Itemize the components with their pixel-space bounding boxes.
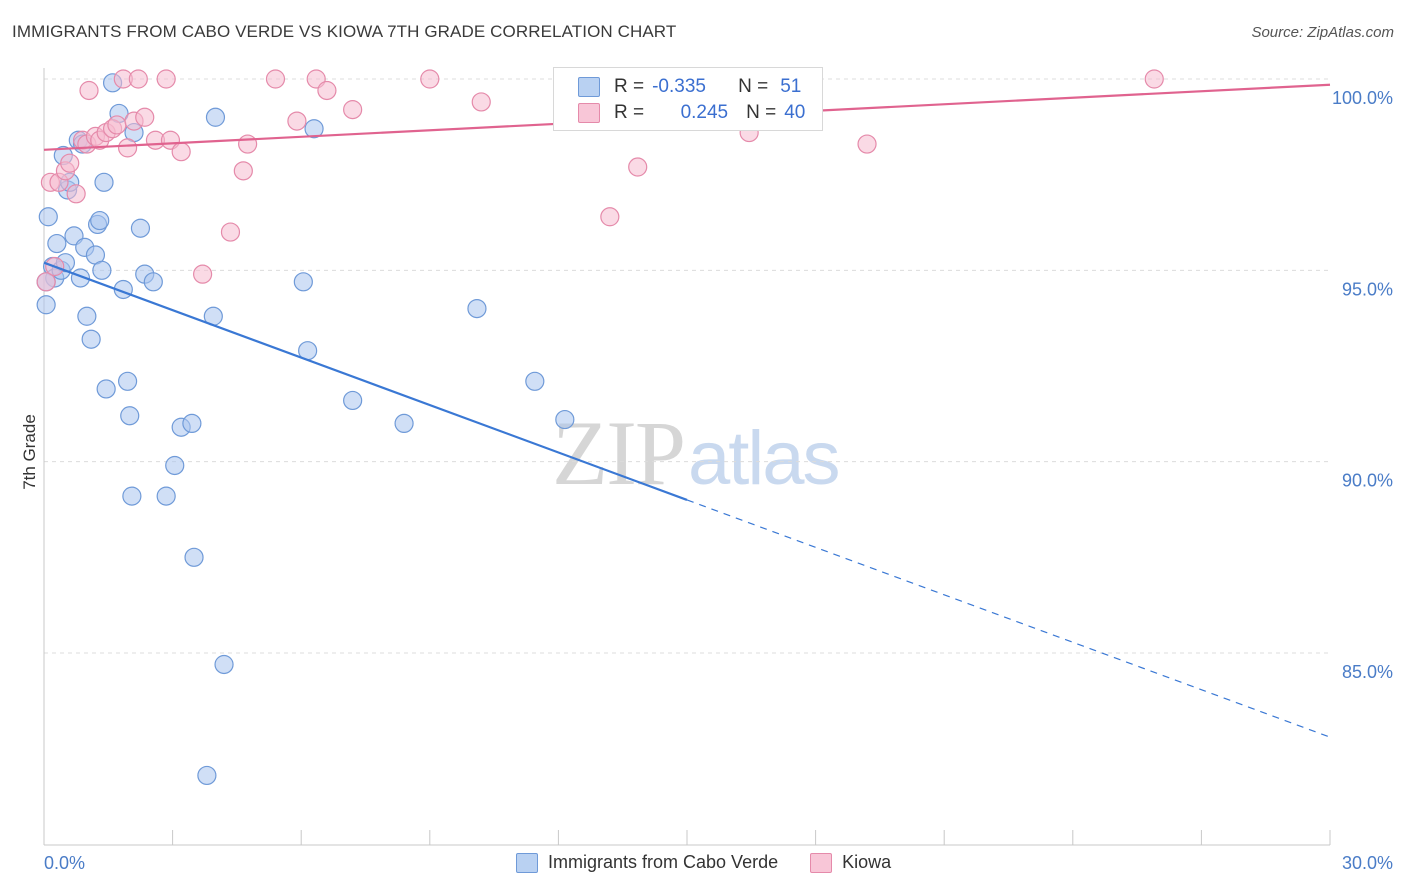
data-point-kiowa — [135, 107, 155, 127]
legend-n-value: 40 — [784, 102, 806, 123]
legend-n-value: 51 — [780, 76, 802, 97]
data-point-cabo-verde — [120, 406, 140, 426]
legend-row-series1: R = -0.335 N = 51 — [578, 76, 801, 98]
data-point-cabo-verde — [184, 547, 204, 567]
legend-box: R = -0.335 N = 51 R = 0.245 N = 40 — [553, 67, 823, 131]
chart-title: IMMIGRANTS FROM CABO VERDE VS KIOWA 7TH … — [12, 22, 677, 41]
data-point-kiowa — [171, 142, 191, 162]
data-point-cabo-verde — [214, 654, 234, 675]
watermark-atlas: atlas — [688, 416, 841, 501]
data-point-kiowa — [1144, 69, 1164, 89]
data-point-kiowa — [193, 264, 213, 284]
data-point-cabo-verde — [343, 390, 363, 411]
data-point-kiowa — [600, 207, 620, 227]
y-tick-label: 100.0% — [1332, 88, 1393, 108]
legend-row-series2: R = 0.245 N = 40 — [578, 102, 805, 124]
data-point-kiowa — [471, 92, 491, 112]
data-point-cabo-verde — [143, 272, 163, 292]
data-point-kiowa — [156, 69, 176, 89]
legend-r-label: R = — [614, 102, 645, 123]
y-tick-label: 95.0% — [1342, 279, 1393, 299]
data-point-kiowa — [265, 69, 286, 89]
data-point-cabo-verde — [117, 371, 138, 391]
legend-r-label: R = — [614, 76, 645, 97]
data-point-cabo-verde — [122, 486, 142, 506]
data-point-cabo-verde — [90, 210, 110, 231]
y-tick-label: 85.0% — [1342, 662, 1393, 682]
data-point-kiowa — [117, 138, 138, 158]
bottom-legend-item-cabo-verde: Immigrants from Cabo Verde — [516, 852, 778, 873]
data-point-cabo-verde — [92, 260, 112, 280]
data-point-kiowa — [420, 69, 440, 89]
data-point-kiowa — [343, 100, 363, 120]
data-point-kiowa — [60, 153, 80, 173]
data-point-cabo-verde — [77, 306, 97, 326]
data-point-kiowa — [36, 272, 56, 292]
data-point-cabo-verde — [293, 272, 313, 292]
y-tick-label: 90.0% — [1342, 471, 1393, 491]
data-point-cabo-verde — [96, 379, 116, 399]
data-point-cabo-verde — [38, 207, 58, 227]
legend-swatch-blue — [578, 77, 600, 97]
trend-line-cabo-verde — [43, 261, 688, 501]
data-point-cabo-verde — [47, 233, 67, 254]
watermark: ZIPatlas — [552, 400, 841, 506]
bottom-legend-swatch-blue — [516, 852, 538, 873]
x-tick-label: 0.0% — [44, 853, 85, 873]
data-point-cabo-verde — [467, 299, 487, 319]
data-point-kiowa — [287, 111, 307, 131]
data-point-cabo-verde — [156, 486, 176, 506]
legend-r-value: -0.335 — [652, 76, 706, 97]
legend-n-label: N = — [738, 76, 769, 97]
data-point-kiowa — [66, 184, 86, 204]
trend-line-cabo-verde-extension — [686, 499, 1331, 738]
legend-r-value: 0.245 — [680, 102, 729, 123]
data-point-cabo-verde — [165, 455, 185, 476]
bottom-legend-swatch-pink — [810, 852, 833, 873]
data-point-cabo-verde — [182, 413, 202, 433]
legend-n-label: N = — [746, 102, 777, 123]
legend-swatch-pink — [578, 103, 600, 123]
data-point-cabo-verde — [525, 371, 545, 391]
data-point-cabo-verde — [81, 329, 101, 349]
data-point-cabo-verde — [205, 107, 226, 127]
data-point-kiowa — [317, 80, 337, 101]
data-point-kiowa — [238, 134, 258, 154]
data-point-kiowa — [107, 115, 127, 135]
bottom-legend-label-cabo-verde: Immigrants from Cabo Verde — [548, 852, 779, 872]
bottom-legend: Immigrants from Cabo Verde Kiowa — [516, 852, 923, 873]
data-point-cabo-verde — [94, 172, 114, 192]
data-point-kiowa — [628, 157, 648, 177]
data-point-cabo-verde — [130, 218, 151, 238]
data-point-cabo-verde — [36, 295, 56, 315]
data-point-cabo-verde — [555, 409, 575, 430]
data-point-cabo-verde — [197, 765, 217, 786]
data-point-kiowa — [233, 161, 253, 181]
bottom-legend-item-kiowa: Kiowa — [810, 852, 891, 873]
x-tick-label: 30.0% — [1342, 853, 1393, 873]
data-point-kiowa — [79, 80, 99, 101]
data-point-kiowa — [857, 134, 877, 154]
data-point-cabo-verde — [304, 119, 324, 139]
source-credit: Source: ZipAtlas.com — [1251, 24, 1394, 41]
bottom-legend-label-kiowa: Kiowa — [842, 852, 892, 872]
data-point-kiowa — [220, 222, 241, 242]
data-point-cabo-verde — [394, 413, 414, 433]
data-point-kiowa — [128, 69, 148, 89]
